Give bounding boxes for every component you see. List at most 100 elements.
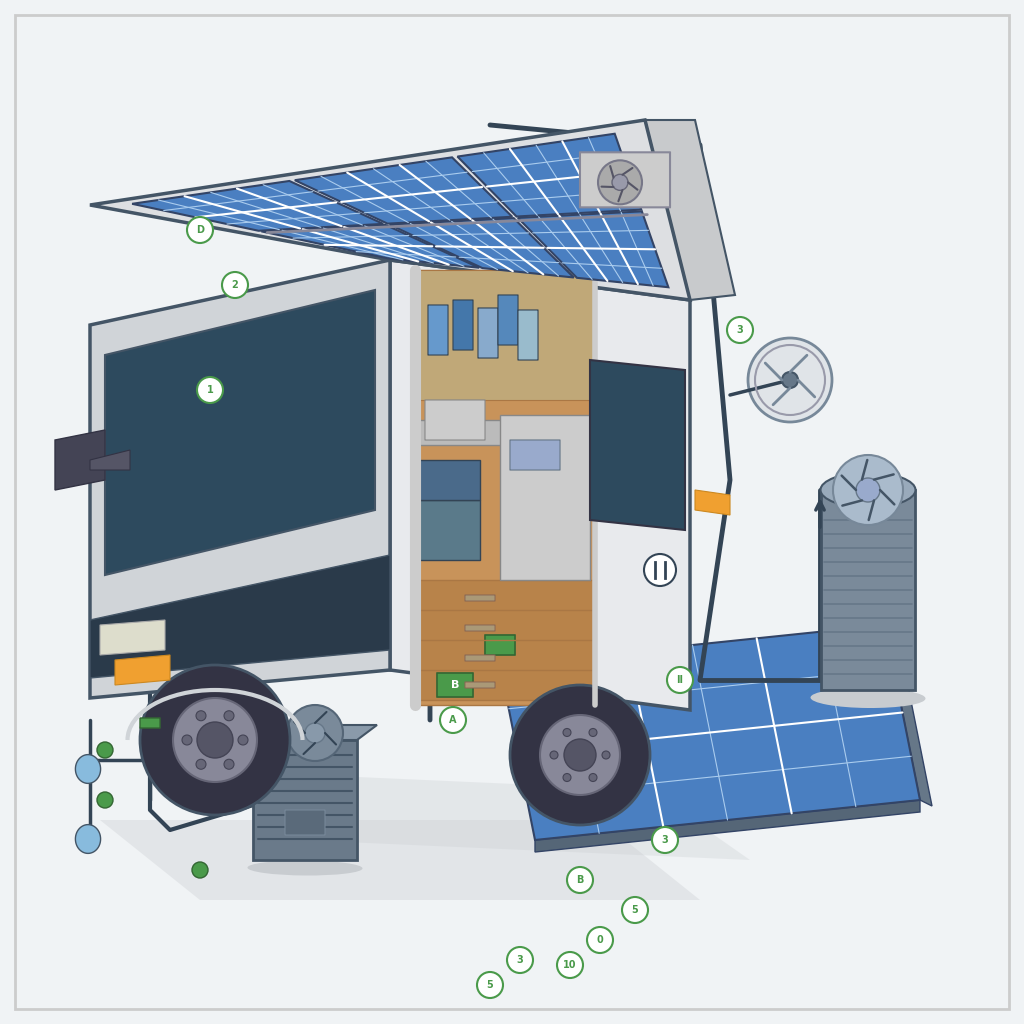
Circle shape — [224, 759, 234, 769]
Circle shape — [305, 723, 325, 743]
Polygon shape — [590, 360, 685, 530]
Text: 5: 5 — [632, 905, 638, 915]
Polygon shape — [90, 260, 390, 698]
Text: B: B — [451, 680, 459, 690]
Polygon shape — [458, 134, 641, 216]
Ellipse shape — [820, 472, 915, 508]
Text: A: A — [450, 715, 457, 725]
FancyBboxPatch shape — [478, 308, 498, 358]
Polygon shape — [132, 181, 383, 230]
Circle shape — [97, 742, 113, 758]
Circle shape — [196, 759, 206, 769]
FancyBboxPatch shape — [140, 718, 160, 728]
Circle shape — [97, 792, 113, 808]
Circle shape — [563, 773, 571, 781]
Text: 2: 2 — [231, 280, 239, 290]
Polygon shape — [821, 490, 915, 690]
Circle shape — [564, 739, 596, 771]
FancyBboxPatch shape — [498, 295, 518, 345]
Ellipse shape — [811, 688, 926, 708]
FancyBboxPatch shape — [485, 635, 515, 655]
Polygon shape — [535, 800, 920, 852]
Text: 1: 1 — [207, 385, 213, 395]
Polygon shape — [415, 580, 595, 700]
Circle shape — [727, 317, 753, 343]
Polygon shape — [390, 260, 690, 710]
Polygon shape — [885, 625, 932, 806]
Polygon shape — [415, 460, 480, 500]
Circle shape — [197, 377, 223, 403]
Circle shape — [196, 711, 206, 721]
Circle shape — [224, 711, 234, 721]
Polygon shape — [100, 620, 165, 655]
Polygon shape — [415, 270, 595, 705]
Polygon shape — [76, 824, 100, 853]
Circle shape — [587, 927, 613, 953]
Polygon shape — [76, 755, 100, 783]
Polygon shape — [90, 120, 690, 300]
Circle shape — [507, 947, 534, 973]
Ellipse shape — [248, 860, 362, 876]
Circle shape — [173, 698, 257, 782]
Circle shape — [667, 667, 693, 693]
Text: 5: 5 — [486, 980, 494, 990]
Text: D: D — [196, 225, 204, 234]
Polygon shape — [253, 740, 357, 860]
FancyBboxPatch shape — [425, 400, 485, 440]
Circle shape — [782, 372, 798, 388]
Circle shape — [856, 478, 880, 502]
Polygon shape — [415, 270, 595, 400]
Circle shape — [222, 272, 248, 298]
Circle shape — [652, 827, 678, 853]
Text: 10: 10 — [563, 961, 577, 970]
Polygon shape — [115, 655, 170, 685]
Polygon shape — [55, 430, 105, 490]
Circle shape — [550, 751, 558, 759]
Circle shape — [563, 728, 571, 736]
Text: B: B — [577, 874, 584, 885]
Circle shape — [187, 217, 213, 243]
Text: 3: 3 — [736, 325, 743, 335]
Polygon shape — [415, 500, 480, 560]
Polygon shape — [90, 450, 130, 470]
Polygon shape — [253, 725, 377, 740]
Circle shape — [510, 685, 650, 825]
Circle shape — [440, 707, 466, 733]
Polygon shape — [261, 225, 479, 267]
FancyBboxPatch shape — [428, 305, 449, 355]
Polygon shape — [695, 490, 730, 515]
Circle shape — [540, 715, 620, 795]
Circle shape — [598, 161, 642, 205]
Text: II: II — [677, 675, 683, 685]
Circle shape — [589, 728, 597, 736]
Circle shape — [287, 705, 343, 761]
Circle shape — [193, 862, 208, 878]
Polygon shape — [200, 770, 750, 860]
Text: 3: 3 — [517, 955, 523, 965]
Circle shape — [602, 751, 610, 759]
Circle shape — [197, 722, 233, 758]
Circle shape — [622, 897, 648, 923]
Polygon shape — [518, 211, 669, 288]
Circle shape — [477, 972, 503, 998]
Polygon shape — [500, 625, 920, 840]
FancyBboxPatch shape — [465, 682, 495, 688]
Circle shape — [833, 455, 903, 525]
FancyBboxPatch shape — [437, 673, 473, 697]
FancyBboxPatch shape — [453, 300, 473, 350]
Circle shape — [238, 735, 248, 745]
Polygon shape — [295, 158, 512, 223]
FancyBboxPatch shape — [518, 310, 538, 360]
Polygon shape — [100, 820, 700, 900]
Polygon shape — [90, 555, 390, 678]
Circle shape — [612, 174, 628, 190]
Circle shape — [644, 554, 676, 586]
FancyBboxPatch shape — [465, 595, 495, 601]
Text: 0: 0 — [597, 935, 603, 945]
Circle shape — [557, 952, 583, 978]
Circle shape — [589, 773, 597, 781]
FancyBboxPatch shape — [465, 625, 495, 631]
FancyBboxPatch shape — [510, 440, 560, 470]
Polygon shape — [105, 290, 375, 575]
FancyBboxPatch shape — [580, 153, 670, 207]
